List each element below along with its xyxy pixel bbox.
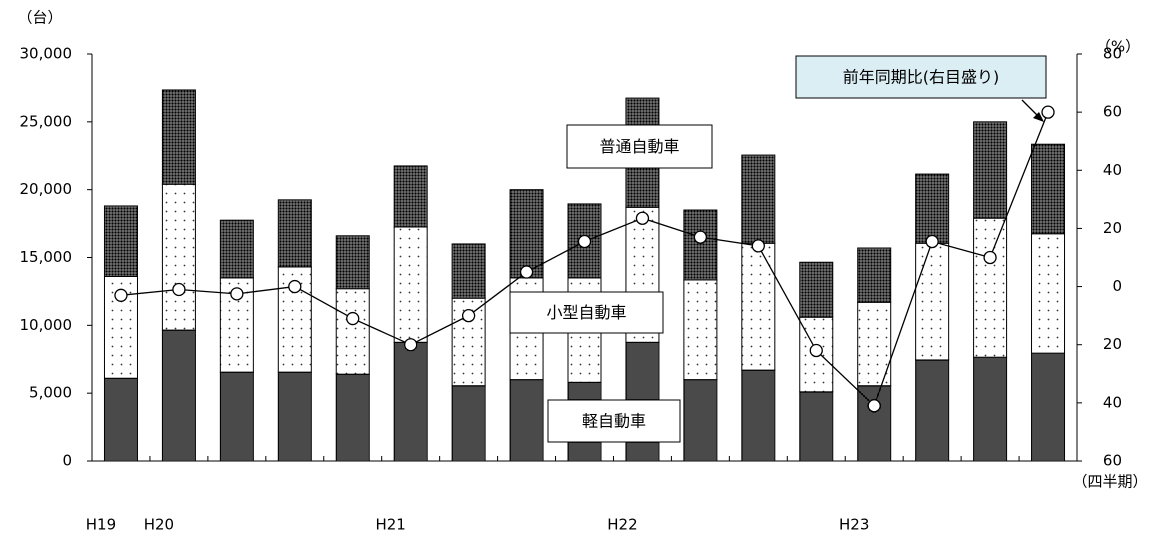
bar-segment [741, 154, 776, 244]
y2-tick-label: 40 [1103, 393, 1122, 411]
line-point [461, 308, 476, 323]
bar-segment [683, 279, 718, 381]
y-tick-label: 30,000 [20, 45, 73, 63]
legend-label: 前年同期比(右目盛り) [843, 68, 1000, 87]
y-tick-label: 15,000 [20, 248, 73, 266]
bar-segment [335, 288, 370, 375]
bar-segment [741, 242, 776, 371]
x-unit-label: （四半期） [1072, 473, 1147, 491]
bar-segment [1031, 233, 1066, 354]
y2-tick-label: 60 [1103, 103, 1122, 121]
bar-segment [393, 165, 428, 228]
bar-segment [277, 371, 312, 462]
bar-segment [335, 373, 370, 462]
bar-segment [741, 369, 776, 462]
x-tick-label: H22 [607, 516, 637, 534]
line-point [230, 287, 244, 301]
bar-segment [915, 242, 950, 361]
bar-segment [509, 379, 544, 462]
bar-segment [1031, 143, 1066, 235]
legend-label: 普通自動車 [599, 137, 679, 156]
line-point [635, 211, 650, 225]
line-point [114, 288, 128, 302]
bar-segment [915, 359, 950, 462]
bar-segment [683, 379, 718, 462]
y-tick-label: 20,000 [20, 180, 73, 198]
line-point [867, 399, 881, 413]
bar-segment [915, 173, 950, 244]
y2-tick-label: 0 [1112, 277, 1122, 295]
y-tick-label: 0 [62, 452, 72, 470]
bar-segment [857, 385, 892, 462]
legend-box [566, 124, 713, 169]
y2-tick-label: 80 [1103, 45, 1122, 63]
y2-tick-label: 20 [1103, 335, 1122, 353]
line-point [288, 279, 302, 294]
bar-segment [161, 183, 196, 331]
legend-label: 小型自動車 [546, 303, 626, 322]
bar-segment [161, 329, 196, 462]
bar-segment [161, 89, 196, 185]
x-tick-label: H19 [86, 516, 116, 534]
bar-segment [451, 385, 486, 462]
bar-segment [393, 226, 428, 343]
bar-segment [451, 243, 486, 299]
bar-segment [799, 261, 834, 318]
bar-segment [219, 219, 254, 279]
bar-segment [799, 391, 834, 462]
y-unit-label: （台） [17, 9, 62, 27]
bar-segment [973, 217, 1008, 358]
legend-box [509, 291, 664, 334]
bar-segment [857, 247, 892, 303]
line-point [577, 234, 592, 249]
line-point [693, 230, 708, 244]
bar-segment [277, 199, 312, 268]
line-point [346, 311, 360, 326]
y2-tick-label: 40 [1103, 161, 1122, 179]
legend-box [547, 399, 681, 443]
bar-segment [335, 235, 370, 290]
x-tick-label: H23 [839, 516, 869, 534]
bar-segment [103, 377, 138, 462]
bar-segment [973, 356, 1008, 462]
line-point [983, 250, 997, 265]
line-point [172, 282, 186, 297]
line-point [404, 338, 418, 352]
bar-segment [1031, 352, 1066, 462]
line-point [751, 239, 765, 253]
bar-segment [219, 371, 254, 462]
line-point [925, 234, 939, 249]
y-tick-label: 10,000 [20, 316, 73, 334]
bar-segment [509, 189, 544, 279]
y2-tick-label: 20 [1103, 219, 1122, 237]
x-tick-label: H20 [144, 516, 174, 534]
bar-segment [393, 341, 428, 462]
legend-label: 軽自動車 [582, 412, 646, 431]
line-point [809, 343, 823, 358]
y2-unit-label: （%） [1096, 38, 1140, 56]
y2-tick-label: 60 [1103, 452, 1122, 470]
bar-segment [683, 209, 718, 281]
x-tick-label: H21 [375, 516, 405, 534]
line-point [519, 265, 534, 279]
arrow-head [1033, 112, 1044, 122]
y-tick-label: 5,000 [29, 384, 72, 402]
bar-segment [973, 121, 1008, 219]
bar-segment [103, 205, 138, 277]
legend-box [795, 55, 1047, 99]
y-tick-label: 25,000 [20, 112, 73, 130]
line-point [1041, 105, 1055, 119]
